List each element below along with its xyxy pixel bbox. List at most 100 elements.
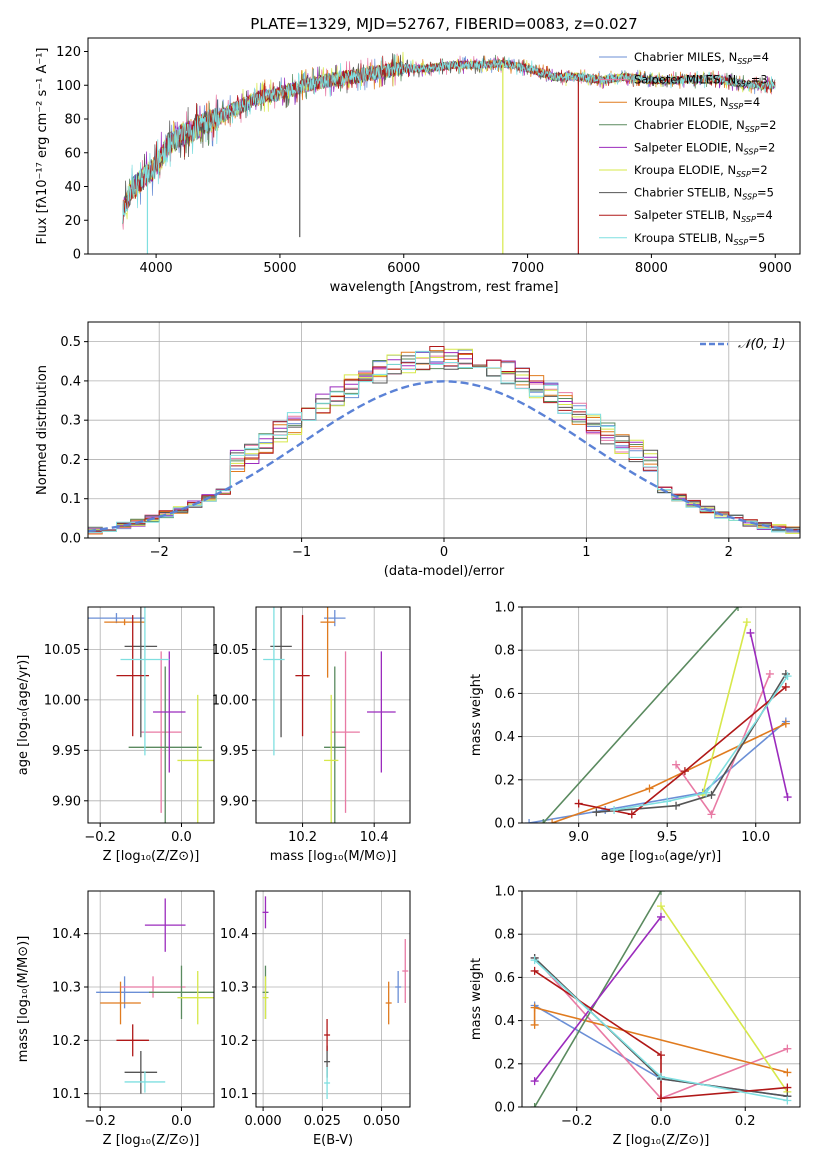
y-tick-label: 10.05 (44, 643, 81, 658)
x-axis-label: age [log₁₀(age/yr)] (601, 849, 722, 864)
legend-entry: Kroupa ELODIE, NSSP=2 (634, 163, 768, 179)
x-tick-label: 10.4 (360, 830, 389, 845)
weight-marker (765, 669, 774, 678)
weight-marker (657, 1072, 665, 1081)
y-tick-label: 10.05 (212, 643, 249, 658)
weight-marker (680, 767, 689, 776)
x-axis-label: wavelength [Angstrom, rest frame] (330, 280, 559, 295)
weight-line (613, 675, 789, 811)
y-axis-label: Normed distribution (35, 365, 50, 495)
y-tick-label: 10.1 (220, 1087, 249, 1102)
weight_vs_Z-panel: −0.2 0.0 0.2 0.0 0.2 0.4 0.6 0.8 1.0 Z [log₁₀(Z/Z… (469, 885, 801, 1148)
weight-marker (663, 797, 672, 806)
weight-line (578, 686, 787, 816)
weight-marker (783, 1068, 792, 1077)
weight-marker (746, 628, 755, 637)
weight-marker (783, 793, 792, 802)
x-tick-label: 7000 (511, 261, 544, 276)
x-tick-label: 0.0 (651, 1114, 672, 1129)
legend-entry: Salpeter ELODIE, NSSP=2 (634, 140, 775, 156)
histogram-steps (88, 346, 800, 532)
weight-line (701, 621, 748, 796)
weight-line (596, 673, 787, 813)
y-tick-label: 10.2 (52, 1034, 81, 1049)
spectrum-line (122, 54, 776, 224)
y-tick-label: 60 (64, 146, 81, 161)
weight-marker (592, 808, 601, 817)
y-tick-label: 0.6 (494, 687, 515, 702)
weight-marker (672, 760, 681, 769)
y-tick-label: 0.4 (494, 1014, 515, 1029)
y-tick-label: 1.0 (494, 885, 515, 900)
x-tick-label: 2 (725, 545, 733, 560)
y-tick-label: 0.2 (494, 773, 515, 788)
x-tick-label: 4000 (140, 261, 173, 276)
axes-frame (87, 37, 801, 255)
legend-entry: Kroupa MILES, NSSP=4 (634, 95, 760, 111)
x-tick-label: 9.5 (657, 830, 678, 845)
y-tick-label: 9.95 (220, 744, 249, 759)
weight-marker (707, 810, 716, 819)
legend-entry: Chabrier STELIB, NSSP=5 (634, 186, 774, 202)
y-tick-label: 10.2 (220, 1034, 249, 1049)
y-tick-label: 0.8 (494, 928, 515, 943)
weight-line (542, 607, 739, 823)
x-tick-label: 0 (440, 545, 448, 560)
weight-line (660, 905, 789, 1093)
y-axis-label: mass weight (469, 674, 484, 756)
residual_hist-panel: −2 −1 0 1 2 0.0 0.1 0.2 0.3 0.4 0.5 (data-model)/er… (35, 321, 801, 579)
weight-marker (645, 784, 654, 793)
weight-marker (783, 1083, 792, 1092)
weight-marker (781, 719, 790, 728)
y-tick-label: 0.0 (60, 532, 81, 547)
x-tick-label: 0.050 (363, 1114, 400, 1129)
y-tick-label: 0 (73, 248, 81, 263)
y-axis-label: mass [log₁₀(M/M⊙)] (16, 936, 31, 1063)
x-tick-label: 8000 (635, 261, 668, 276)
legend-entry: 𝒩(0, 1) (738, 337, 785, 352)
x-axis-label: Z [log₁₀(Z/Z⊙)] (613, 1133, 710, 1148)
x-tick-label: 0.000 (244, 1114, 281, 1129)
mass_vs_EBV-panel: 0.000 0.025 0.050 10.1 10.2 10.3 10.4 E(B-V) (220, 890, 411, 1148)
weight-marker (525, 819, 534, 823)
legend-entry: Salpeter STELIB, NSSP=4 (634, 208, 773, 224)
legend-entry: Chabrier ELODIE, NSSP=2 (634, 118, 776, 134)
y-tick-label: 120 (56, 45, 81, 60)
y-tick-label: 9.95 (52, 744, 81, 759)
weight_vs_age-panel: 9.0 9.5 10.0 0.0 0.2 0.4 0.6 0.8 1.0 age [log₁₀(a… (469, 601, 801, 864)
legend-entry: Chabrier MILES, NSSP=4 (634, 50, 769, 66)
y-tick-label: 0.1 (60, 492, 81, 507)
x-tick-label: 6000 (387, 261, 420, 276)
y-tick-label: 0.2 (60, 453, 81, 468)
weight-marker (742, 618, 751, 627)
y-tick-label: 0.0 (494, 817, 515, 832)
weight-marker (530, 966, 539, 975)
x-tick-label: −1 (292, 545, 311, 560)
y-axis-label: age [log₁₀(age/yr)] (16, 655, 31, 776)
weight-marker (734, 607, 743, 611)
spectrum-legend: Chabrier MILES, NSSP=4 Salpeter MILES, NS… (599, 50, 776, 247)
weight-marker (548, 819, 557, 823)
weight-line (528, 720, 787, 823)
x-tick-label: 5000 (263, 261, 296, 276)
x-tick-label: 10.2 (288, 830, 317, 845)
weight-marker (783, 1096, 792, 1105)
y-tick-label: 10.00 (44, 693, 81, 708)
x-tick-label: 1 (582, 545, 590, 560)
x-tick-label: −0.2 (84, 1114, 116, 1129)
weight-marker (530, 1103, 539, 1107)
weight-marker (672, 801, 681, 810)
y-tick-label: 0.8 (494, 644, 515, 659)
y-tick-label: 1.0 (494, 601, 515, 616)
y-tick-label: 10.1 (52, 1087, 81, 1102)
weight-marker (657, 891, 665, 895)
axes-frame (521, 606, 801, 824)
weight-marker (781, 682, 790, 691)
spectrum-panel: 4000 5000 6000 7000 8000 9000 0 20 40 60 80 100 120 w… (35, 37, 801, 295)
legend-entry: Kroupa STELIB, NSSP=5 (634, 231, 765, 247)
y-tick-label: 100 (56, 79, 81, 94)
y-tick-label: 0.0 (494, 1101, 515, 1116)
age_vs_Z-panel: −0.2 0.0 9.90 9.95 10.00 10.05 Z [log₁₀(Z/Z⊙)]… (16, 606, 215, 864)
weight-marker (574, 799, 583, 808)
